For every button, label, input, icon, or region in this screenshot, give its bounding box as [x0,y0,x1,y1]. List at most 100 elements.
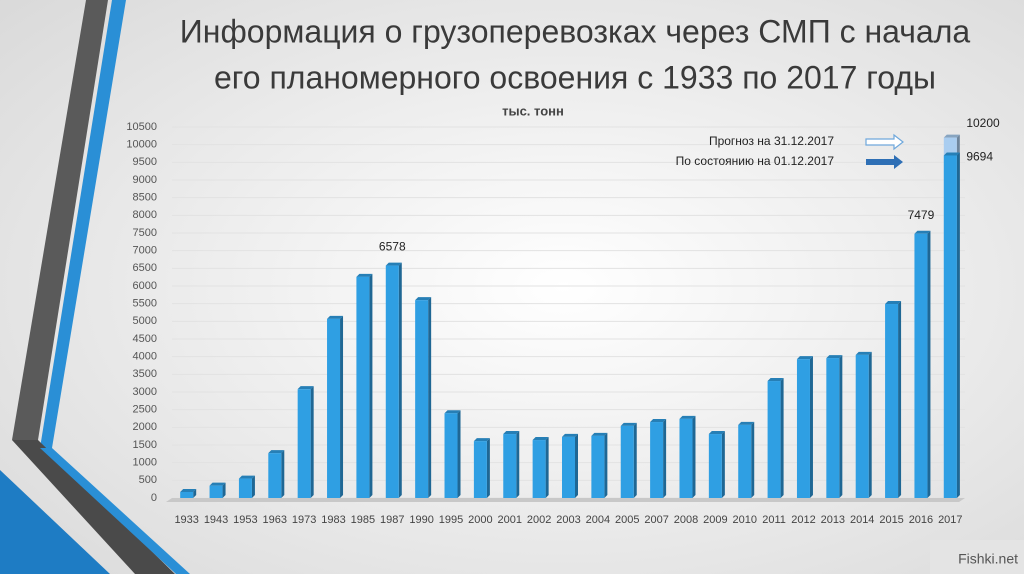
y-tick-label: 7000 [133,245,157,257]
legend-arrow [866,155,903,169]
bar-side [340,315,344,498]
bar-side [809,356,813,498]
bar-top [943,134,960,138]
y-tick-label: 4500 [133,333,157,345]
y-tick-label: 5000 [133,315,157,327]
bar-top [943,152,960,156]
bar [444,413,458,498]
bar-top [503,431,520,435]
x-tick-label: 2016 [909,514,933,526]
bar-side [398,262,402,498]
bar [679,418,693,498]
decor-stripe [40,448,190,574]
bar-side [898,301,902,498]
bar [356,276,370,498]
data-label: 6578 [379,240,406,254]
bar [826,358,840,498]
y-tick-label: 6500 [133,262,157,274]
y-tick-label: 8000 [133,209,157,221]
y-tick-label: 5500 [133,298,157,310]
x-tick-label: 2017 [938,514,962,526]
bar [591,435,605,498]
bar [238,478,252,498]
watermark: Fishki.net [958,551,1018,567]
y-tick-label: 3000 [133,386,157,398]
bar-side [839,355,843,498]
bar [943,155,957,498]
watermark-box [930,540,1024,574]
bar-side [545,437,549,498]
bar-top [473,438,490,442]
x-tick-label: 2000 [468,514,492,526]
decor-stripe [0,470,110,574]
x-tick-label: 2014 [850,514,874,526]
bar-top [708,431,725,435]
bar-top [767,378,784,382]
bar-top [650,419,667,423]
bar-top [532,437,549,441]
legend-label: По состоянию на 01.12.2017 [676,154,835,168]
bar-side [310,386,314,498]
bar-side [868,351,872,498]
y-tick-label: 2500 [133,404,157,416]
bar-top [738,421,755,425]
bar-side [369,273,373,498]
bar-side [956,152,960,498]
x-tick-label: 1985 [351,514,375,526]
bar [209,485,223,498]
bar-side [633,422,637,498]
bar-side [780,378,784,498]
x-tick-label: 2007 [644,514,668,526]
bar-side [251,475,255,498]
x-tick-label: 2003 [556,514,580,526]
bar-top [180,488,197,492]
bar-top [327,315,344,319]
bar-top [297,386,314,390]
bar-side [751,421,755,498]
chart-title: Информация о грузоперевозках через СМП с… [180,13,971,49]
x-tick-label: 1943 [204,514,228,526]
y-tick-label: 10500 [126,121,157,133]
x-tick-label: 1983 [321,514,345,526]
bar-side [516,431,520,498]
bar-top [356,273,373,277]
x-tick-label: 2012 [791,514,815,526]
bar [415,300,429,498]
bar-side [721,431,725,498]
x-tick-label: 2002 [527,514,551,526]
x-tick-label: 2015 [879,514,903,526]
bar-side [222,482,226,498]
bar [532,440,546,498]
bar [708,434,722,498]
x-tick-label: 2004 [586,514,610,526]
bar-side [575,433,578,498]
x-tick-label: 1987 [380,514,404,526]
bar [180,491,194,498]
y-tick-label: 9500 [133,156,157,168]
x-tick-label: 2005 [615,514,639,526]
x-tick-label: 1963 [263,514,287,526]
y-tick-label: 500 [139,474,157,486]
y-tick-label: 1000 [133,457,157,469]
data-label: 7479 [908,208,935,222]
x-tick-label: 1995 [439,514,463,526]
decor-stripe [12,440,175,574]
bar-top [855,351,872,355]
bar-top [826,355,843,359]
x-tick-label: 1933 [174,514,198,526]
x-tick-label: 1953 [233,514,257,526]
bar [885,304,899,498]
bar-side [486,438,490,498]
legend-arrow [865,133,904,151]
bar-top [885,301,902,305]
x-tick-label: 2011 [762,514,786,526]
y-tick-label: 3500 [133,368,157,380]
data-label: 9694 [966,150,993,164]
bar-side [927,230,931,498]
bar-top [209,482,226,486]
bar-top [268,450,285,454]
y-tick-label: 9000 [133,174,157,186]
bar-top [562,433,578,437]
x-tick-label: 2009 [703,514,727,526]
